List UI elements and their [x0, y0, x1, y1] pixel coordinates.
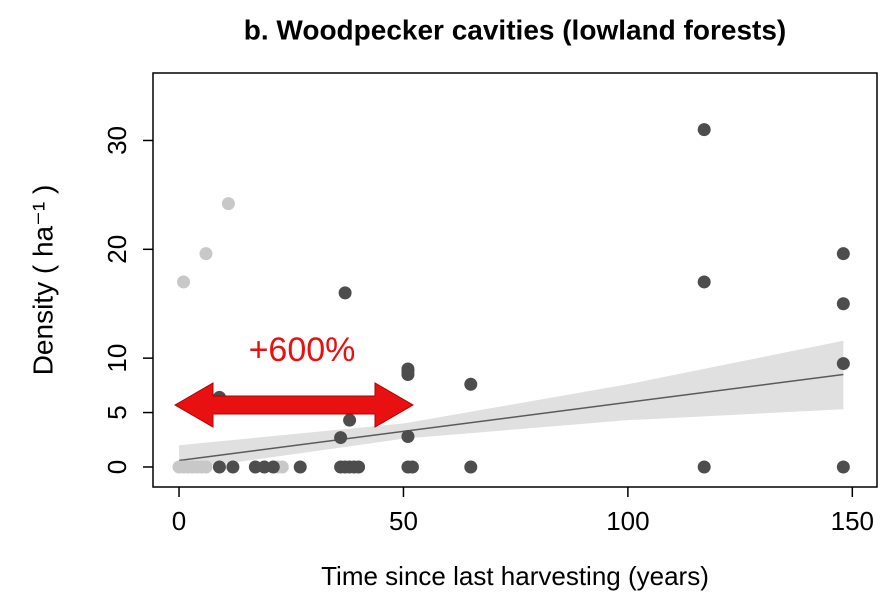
point — [464, 377, 478, 391]
point — [697, 123, 711, 137]
y-tick-label: 20 — [102, 235, 132, 264]
point — [221, 197, 235, 211]
y-tick-label: 0 — [102, 460, 132, 474]
y-tick-label: 10 — [102, 344, 132, 373]
point — [836, 297, 850, 311]
point — [199, 460, 213, 474]
point — [401, 430, 415, 444]
annotation: +600% — [249, 331, 356, 369]
point — [257, 460, 271, 474]
point — [248, 460, 262, 474]
point — [464, 460, 478, 474]
point — [836, 357, 850, 371]
point — [226, 460, 240, 474]
point — [177, 275, 191, 289]
x-tick-label: 150 — [831, 506, 874, 536]
point — [401, 364, 415, 378]
point — [334, 431, 348, 445]
point — [266, 460, 280, 474]
point — [293, 460, 307, 474]
point — [275, 460, 289, 474]
y-tick-label: 30 — [102, 126, 132, 155]
x-tick-label: 50 — [389, 506, 418, 536]
y-tick-label: 5 — [102, 405, 132, 419]
point — [697, 275, 711, 289]
x-axis-label: Time since last harvesting (years) — [321, 561, 709, 591]
plot-frame — [152, 72, 878, 488]
point — [697, 460, 711, 474]
y-axis-label: Density ( ha⁻¹ ) — [27, 185, 58, 376]
range-arrow — [174, 382, 414, 428]
x-tick-label: 0 — [172, 506, 186, 536]
x-tick-label: 100 — [606, 506, 649, 536]
point — [836, 460, 850, 474]
point — [343, 413, 357, 427]
point — [352, 460, 366, 474]
point — [338, 286, 352, 300]
point — [212, 460, 226, 474]
point — [199, 247, 213, 261]
chart-title: b. Woodpecker cavities (lowland forests) — [244, 14, 787, 45]
plot-area — [172, 123, 850, 474]
point — [405, 460, 419, 474]
point — [836, 247, 850, 261]
fit-line — [178, 373, 844, 462]
